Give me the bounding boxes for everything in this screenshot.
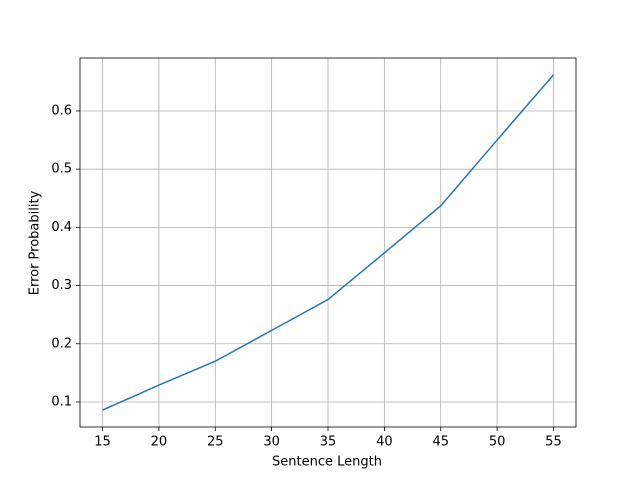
x-tick-label: 25 (207, 435, 224, 450)
x-tick-label: 55 (545, 435, 562, 450)
line-series (102, 74, 555, 411)
x-tick-label: 20 (151, 435, 168, 450)
y-tick-label: 0.4 (51, 220, 72, 235)
x-tick-label: 50 (489, 435, 506, 450)
plot-frame (79, 57, 577, 428)
y-axis-label: Error Probability (28, 190, 43, 295)
x-axis-label: Sentence Length (272, 455, 382, 470)
x-tick-label: 35 (320, 435, 337, 450)
x-tick-label: 30 (263, 435, 280, 450)
y-tick-label: 0.5 (51, 162, 72, 177)
x-tick-label: 15 (94, 435, 111, 450)
y-tick-label: 0.2 (51, 336, 72, 351)
x-tick-label: 45 (432, 435, 449, 450)
x-tick-label: 40 (376, 435, 393, 450)
y-tick-label: 0.6 (51, 103, 72, 118)
y-tick-label: 0.1 (51, 394, 72, 409)
y-tick-label: 0.3 (51, 278, 72, 293)
